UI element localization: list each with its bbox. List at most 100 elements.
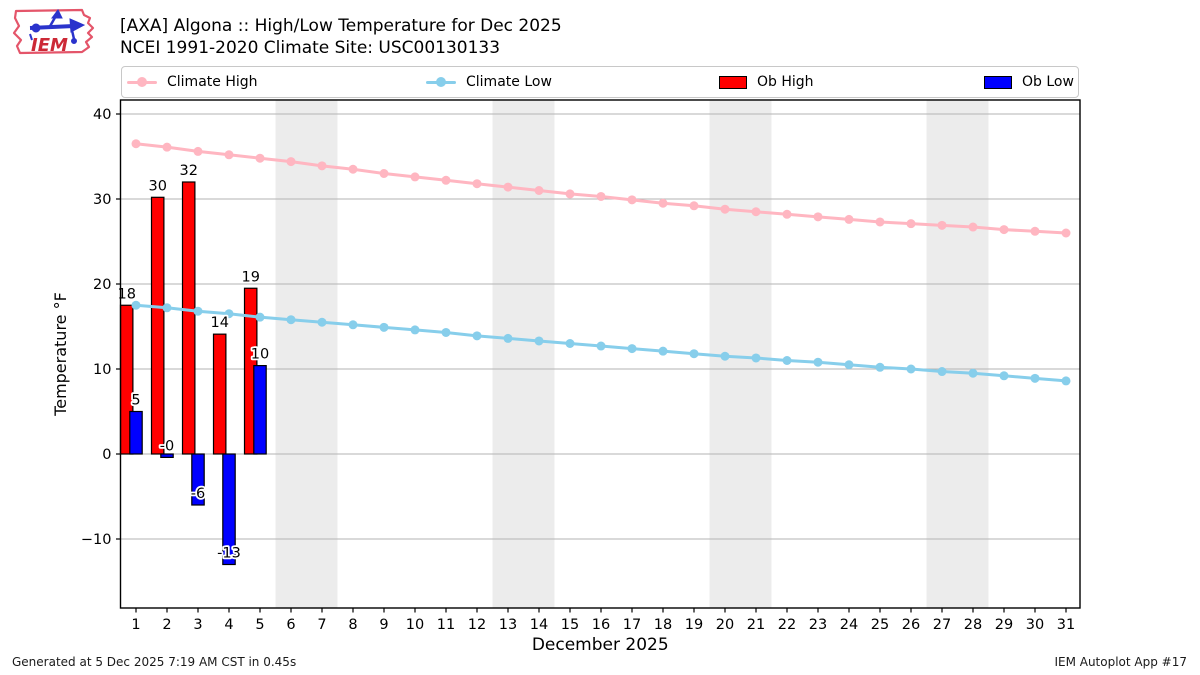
climate-high-marker <box>844 214 854 224</box>
x-tick-label: 6 <box>286 617 295 633</box>
climate-low-marker <box>441 327 451 337</box>
ob-high-value-label: 32 <box>179 163 197 179</box>
x-tick-label: 13 <box>499 617 517 633</box>
x-tick-label: 29 <box>995 617 1013 633</box>
climate-low-marker <box>410 325 420 335</box>
climate-high-marker <box>782 209 792 219</box>
y-axis-label: Temperature °F <box>51 292 70 417</box>
ob-high-bar <box>181 181 196 455</box>
x-tick-label: 8 <box>348 617 357 633</box>
legend-label: Ob High <box>757 74 814 90</box>
y-tick-label: −10 <box>81 532 112 548</box>
x-tick-label: 21 <box>747 617 765 633</box>
climate-high-marker <box>906 219 916 229</box>
climate-low-marker <box>627 344 637 354</box>
climate-low-marker <box>131 300 141 310</box>
ob-low-patch-swatch <box>984 75 1012 89</box>
x-tick-label: 19 <box>685 617 703 633</box>
ob-low-bar <box>191 453 205 506</box>
x-tick-label: 18 <box>654 617 672 633</box>
ob-low-value-label: -0 <box>160 438 174 454</box>
ob-low-value-label: 10 <box>251 347 269 363</box>
ob-low-value-label: -6 <box>191 486 205 502</box>
climate-high-marker <box>379 169 389 178</box>
legend-label: Climate High <box>167 74 258 90</box>
climate-low-marker <box>379 322 389 332</box>
generated-timestamp: Generated at 5 Dec 2025 7:19 AM CST in 0… <box>12 655 297 669</box>
climate-high-marker <box>720 204 730 214</box>
legend-entry-climate-high: Climate High <box>127 67 258 97</box>
x-tick-label: 30 <box>1026 617 1044 633</box>
climate-high-marker <box>999 225 1009 235</box>
x-tick-label: 20 <box>716 617 734 633</box>
climate-low-marker <box>844 360 854 370</box>
climate-low-line-swatch <box>426 77 456 87</box>
climate-low-marker <box>317 317 327 327</box>
x-tick-label: 27 <box>933 617 951 633</box>
x-tick-label: 4 <box>224 617 233 633</box>
climate-low-marker <box>813 357 823 367</box>
ob-high-value-label: 14 <box>210 315 228 331</box>
climate-low-marker <box>534 336 544 346</box>
climate-high-marker <box>534 186 544 195</box>
y-tick-label: 0 <box>102 447 111 463</box>
climate-low-marker <box>1061 376 1071 386</box>
climate-high-marker <box>503 182 513 192</box>
climate-high-marker <box>317 161 327 171</box>
climate-low-marker <box>193 306 203 316</box>
climate-high-marker <box>472 179 482 189</box>
x-tick-label: 15 <box>561 617 579 633</box>
ob-low-bar <box>160 453 174 458</box>
x-tick-label: 28 <box>964 617 982 633</box>
climate-high-marker <box>162 142 172 152</box>
legend-entry-ob-low: Ob Low <box>984 67 1074 97</box>
iem-logo: IEM <box>8 6 100 58</box>
x-tick-label: 17 <box>623 617 641 633</box>
climate-low-marker <box>348 320 358 330</box>
climate-high-marker <box>193 146 203 156</box>
ob-high-patch-swatch <box>719 75 747 89</box>
legend-entry-climate-low: Climate Low <box>426 67 552 97</box>
climate-high-marker <box>131 139 141 149</box>
legend: Climate High Climate Low Ob High Ob Low <box>121 66 1079 98</box>
weekend-band <box>926 100 989 608</box>
x-tick-label: 5 <box>255 617 264 633</box>
climate-high-marker <box>565 189 575 199</box>
legend-label: Climate Low <box>466 74 552 90</box>
climate-high-marker <box>751 207 761 217</box>
x-tick-label: 14 <box>530 617 548 633</box>
ob-low-value-label: 5 <box>131 393 140 409</box>
climate-high-marker <box>658 198 668 208</box>
climate-low-marker <box>472 331 482 341</box>
climate-low-marker <box>782 356 792 365</box>
climate-high-marker <box>1030 226 1040 236</box>
climate-low-marker <box>906 364 916 374</box>
ob-high-value-label: 30 <box>148 178 166 194</box>
ob-low-bar <box>129 410 143 455</box>
page-title: [AXA] Algona :: High/Low Temperature for… <box>120 16 562 36</box>
climate-low-marker <box>255 312 265 322</box>
y-tick-label: 20 <box>93 277 111 293</box>
climate-high-marker <box>1061 228 1071 238</box>
y-tick-label: 40 <box>93 107 111 123</box>
climate-high-marker <box>441 175 451 185</box>
climate-low-marker <box>937 367 947 377</box>
x-tick-label: 2 <box>162 617 171 633</box>
weekend-band <box>275 100 338 608</box>
weekend-band <box>709 100 772 608</box>
ob-high-value-label: 18 <box>117 286 135 302</box>
y-tick-label: 10 <box>93 362 111 378</box>
x-axis-label: December 2025 <box>532 635 669 655</box>
ob-low-value-label: -13 <box>217 546 241 562</box>
iem-logo-text: IEM <box>31 35 68 56</box>
legend-label: Ob Low <box>1022 74 1074 90</box>
ob-high-value-label: 19 <box>241 269 259 285</box>
ob-high-bar <box>150 196 165 455</box>
climate-high-marker <box>627 195 637 205</box>
app-credit: IEM Autoplot App #17 <box>1054 655 1187 669</box>
climate-high-marker <box>224 150 234 160</box>
ob-high-bar <box>212 333 227 455</box>
x-tick-label: 16 <box>592 617 610 633</box>
